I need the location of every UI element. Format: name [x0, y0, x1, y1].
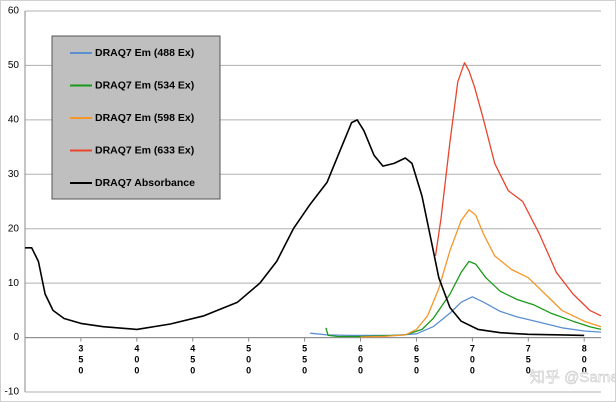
lines [25, 62, 602, 338]
watermark: 知乎 @Same [530, 369, 616, 386]
legend-label: DRAQ7 Em (633 Ex) [95, 144, 194, 156]
legend-label: DRAQ7 Em (488 Ex) [95, 47, 194, 59]
y-tick-label: -10 [5, 387, 20, 398]
y-tick-label: 30 [8, 169, 20, 180]
legend: DRAQ7 Em (488 Ex) DRAQ7 Em (534 Ex) DRAQ7 … [70, 47, 195, 189]
y-tick-label: 40 [8, 114, 20, 125]
y-tick-label: 0 [13, 332, 19, 343]
y-tick-label: 60 [8, 6, 20, 17]
series-line [25, 119, 585, 337]
legend-label: DRAQ7 Absorbance [95, 177, 195, 189]
y-tick-label: 10 [8, 278, 20, 289]
series-line [310, 296, 602, 337]
series-line [360, 209, 602, 338]
y-tick-label: 50 [8, 60, 20, 71]
series-line [434, 62, 602, 317]
legend-label: DRAQ7 Em (598 Ex) [95, 112, 194, 124]
y-tick-label: 20 [8, 223, 20, 234]
legend-label: DRAQ7 Em (534 Ex) [95, 79, 194, 91]
